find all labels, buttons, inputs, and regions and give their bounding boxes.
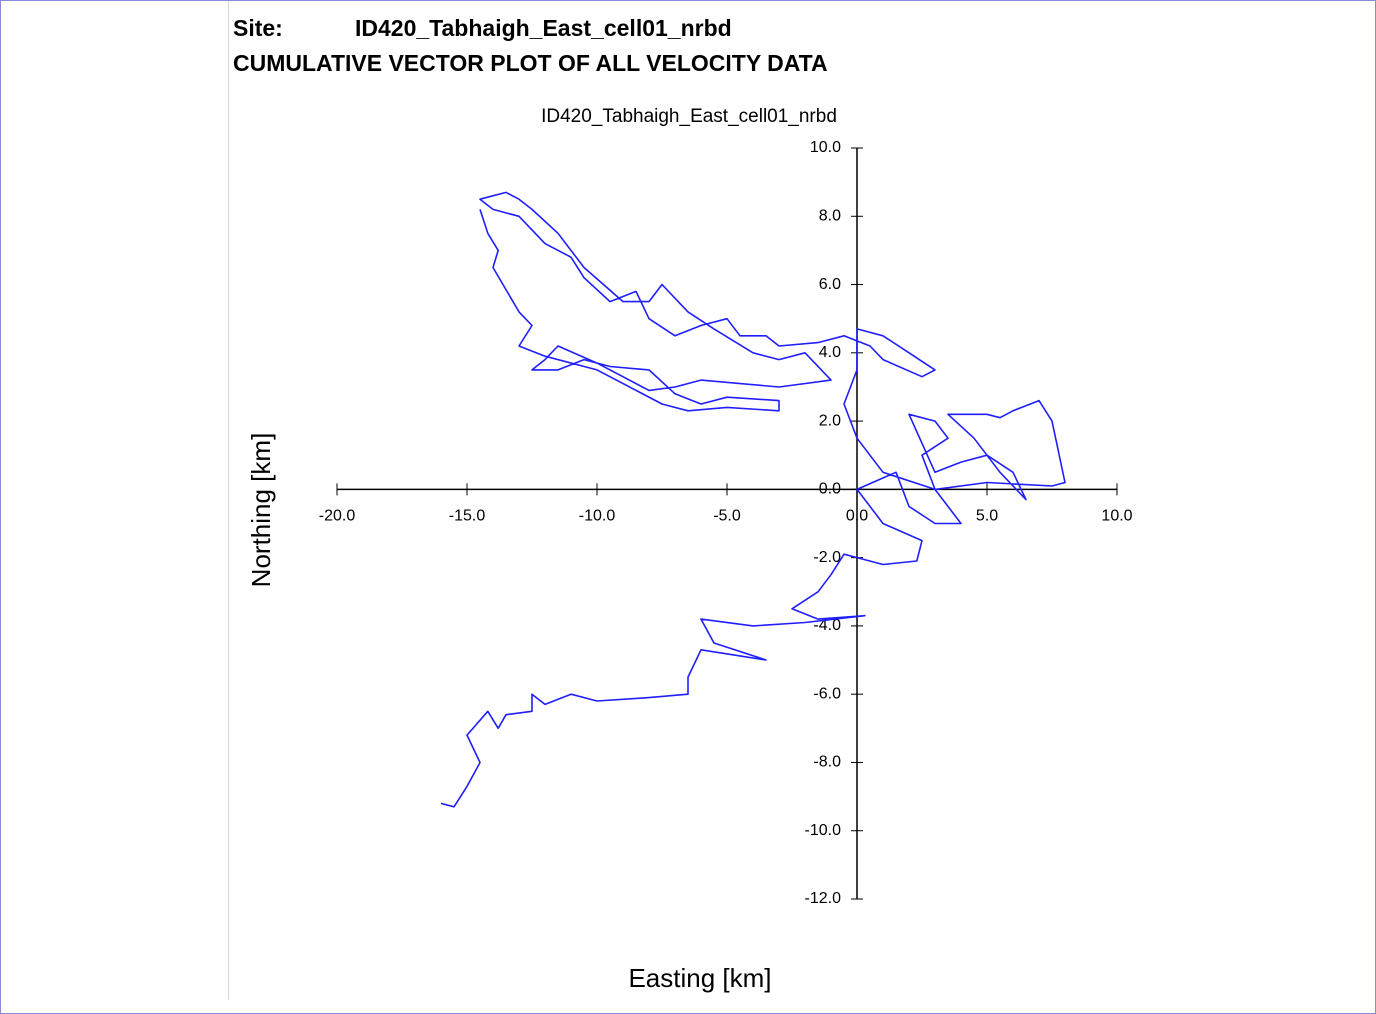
site-name: ID420_Tabhaigh_East_cell01_nrbd — [355, 15, 732, 41]
y-axis-label: Northing [km] — [246, 433, 276, 588]
y-tick-label: 10.0 — [810, 139, 841, 156]
y-tick-label: 8.0 — [819, 207, 841, 224]
y-tick-label: 6.0 — [819, 276, 841, 293]
y-tick-label: -8.0 — [813, 754, 841, 771]
x-tick-label: 0.0 — [846, 508, 868, 525]
subtitle: CUMULATIVE VECTOR PLOT OF ALL VELOCITY D… — [233, 50, 828, 76]
track-line — [440, 191, 1066, 808]
y-tick-label: -6.0 — [813, 685, 841, 702]
x-tick-label: -5.0 — [713, 508, 741, 525]
y-tick-label: 0.0 — [819, 481, 841, 498]
y-tick-label: -2.0 — [813, 549, 841, 566]
x-axis-label: Easting [km] — [628, 963, 771, 993]
chart-title: ID420_Tabhaigh_East_cell01_nrbd — [541, 106, 837, 127]
x-tick-label: 5.0 — [976, 508, 998, 525]
site-label: Site: — [233, 15, 283, 41]
x-tick-label: -15.0 — [449, 508, 486, 525]
y-tick-label: 4.0 — [819, 344, 841, 361]
x-tick-label: -20.0 — [319, 508, 356, 525]
x-tick-label: 10.0 — [1101, 508, 1132, 525]
y-tick-label: -12.0 — [805, 890, 842, 907]
y-tick-label: 2.0 — [819, 412, 841, 429]
y-tick-label: -10.0 — [805, 822, 842, 839]
x-tick-label: -10.0 — [579, 508, 616, 525]
